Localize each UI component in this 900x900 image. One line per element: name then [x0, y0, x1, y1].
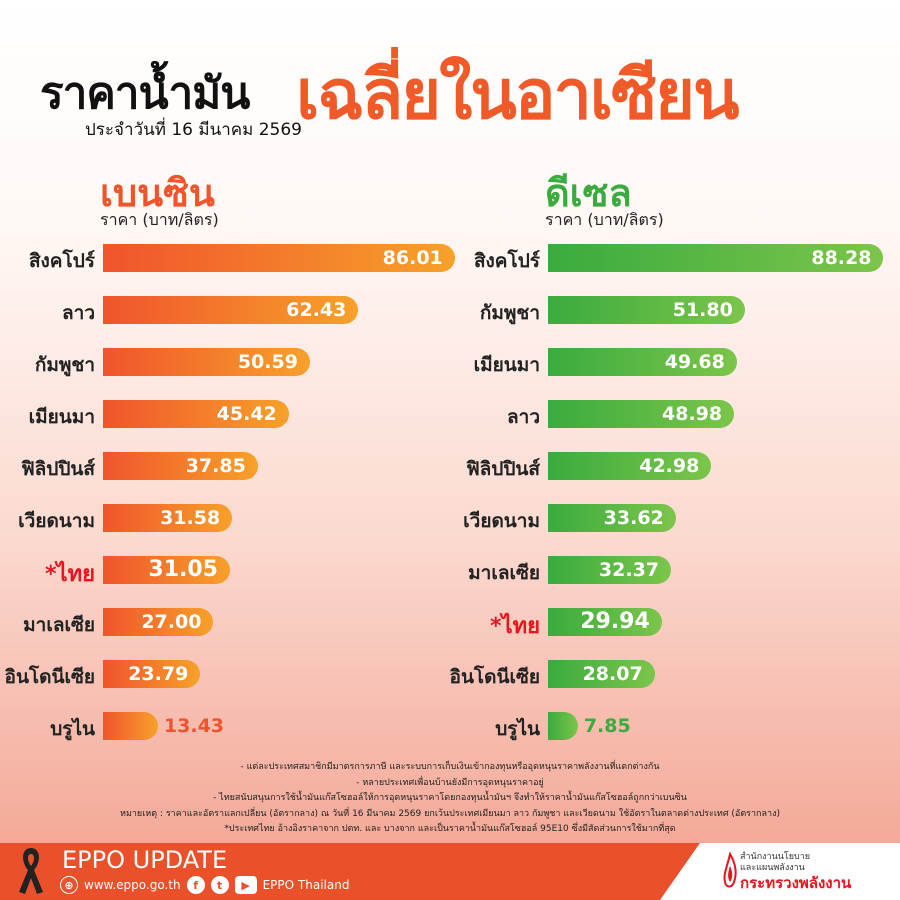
diesel-unit: ราคา (บาท/ลิตร) [545, 210, 664, 229]
category-label: ฟิลิปปินส์ [466, 458, 540, 480]
bar [548, 660, 655, 688]
diesel-title: ดีเซล [545, 171, 632, 215]
value-label: 37.85 [185, 455, 246, 477]
title-part1: ราคาน้ำมัน [40, 68, 250, 119]
category-label: อินโดนีเซีย [449, 666, 540, 688]
value-label: 50.59 [237, 351, 298, 373]
category-label: เวียดนาม [463, 510, 540, 532]
category-label: บรูไน [50, 718, 95, 740]
note: - ไทยสนับสนุนการใช้น้ำมันแก๊สโซฮอล์ให้กา… [213, 793, 687, 803]
bar [103, 660, 201, 688]
bar [548, 296, 745, 324]
flame-logo-icon [723, 852, 737, 888]
category-label: สิงคโปร์ [28, 250, 95, 272]
youtube-icon[interactable]: ▶ [234, 876, 257, 894]
value-label: 33.62 [603, 507, 664, 529]
category-label: ลาว [507, 406, 540, 428]
value-label: 13.43 [163, 715, 225, 737]
bar [103, 712, 158, 740]
black-ribbon-icon [19, 848, 43, 894]
category-label: มาเลเซีย [23, 614, 95, 636]
category-label: เมียนมา [473, 354, 540, 376]
category-label: กัมพูชา [479, 302, 540, 324]
bar [548, 452, 712, 480]
category-label: กัมพูชา [34, 354, 95, 376]
bar [548, 504, 676, 532]
value-label: 49.68 [664, 351, 725, 373]
value-label: 86.01 [382, 247, 443, 269]
value-label: 31.58 [160, 507, 221, 529]
bar [103, 296, 359, 324]
social-handle[interactable]: EPPO Thailand [262, 878, 350, 892]
twitter-icon[interactable]: t [210, 876, 229, 894]
bar [548, 608, 662, 636]
value-label: 62.43 [286, 299, 347, 321]
category-label: *ไทย [490, 614, 540, 639]
ministry-line3: กระทรวงพลังงาน [740, 874, 852, 892]
footnotes: - แต่ละประเทศสมาชิกมีมาตรการภาษี และระบบ… [0, 760, 900, 838]
bar [548, 712, 578, 740]
note: *ประเทศไทย อ้างอิงราคาจาก ปตท. และ บางจา… [224, 824, 676, 834]
category-label: มาเลเซีย [468, 562, 540, 584]
note: หมายเหตุ : ราคาและอัตราแลกเปลี่ยน (อัตรา… [120, 808, 780, 819]
ministry-line2: และแผนพลังงาน [740, 863, 805, 873]
bar [548, 556, 671, 584]
globe-icon: ⊕ [60, 876, 78, 894]
category-label: สิงคโปร์ [473, 250, 540, 272]
value-label: 48.98 [662, 403, 723, 425]
bar [548, 348, 737, 376]
website-link[interactable]: www.eppo.go.th [84, 878, 181, 892]
title-part2: เฉลี่ยในอาเซียน [296, 56, 740, 135]
footer-logo-area [660, 843, 900, 900]
bar [103, 400, 289, 428]
bar [548, 400, 735, 428]
category-label: อินโดนีเซีย [4, 666, 95, 688]
note: - หลายประเทศเพื่อนบ้านยังมีการอุดหนุนราค… [356, 777, 544, 788]
value-label: 45.42 [216, 403, 277, 425]
value-label: 23.79 [128, 663, 189, 685]
bar [548, 244, 884, 272]
bar [103, 244, 455, 272]
category-label: เมียนมา [28, 406, 95, 428]
value-label: 42.98 [639, 455, 700, 477]
bar [103, 452, 258, 480]
ministry-line1: สำนักงานนโยบาย [740, 852, 811, 862]
category-label: เวียดนาม [18, 510, 95, 532]
value-label: 29.94 [580, 609, 650, 634]
category-label: *ไทย [45, 562, 95, 587]
category-label: บรูไน [495, 718, 540, 740]
value-label: 27.00 [141, 611, 202, 633]
bar [103, 556, 230, 584]
benzine-title: เบนซิน [100, 171, 215, 215]
ministry-logo-text: สำนักงานนโยบาย และแผนพลังงาน กระทรวงพลัง… [740, 852, 851, 892]
category-label: ฟิลิปปินส์ [21, 458, 95, 480]
value-label: 28.07 [582, 663, 643, 685]
note: - แต่ละประเทศสมาชิกมีมาตรการภาษี และระบบ… [240, 762, 660, 772]
footer-links: ⊕ www.eppo.go.th f t ▶ EPPO Thailand [60, 876, 349, 894]
value-label: 32.37 [598, 559, 660, 581]
value-label: 31.05 [148, 557, 218, 582]
facebook-icon[interactable]: f [186, 876, 205, 894]
bar [103, 348, 310, 376]
bar [103, 504, 233, 532]
eppo-update-brand: EPPO UPDATE [62, 846, 228, 874]
benzine-unit: ราคา (บาท/ลิตร) [100, 210, 219, 229]
bar [103, 608, 214, 636]
value-label: 7.85 [583, 715, 631, 737]
value-label: 88.28 [811, 247, 872, 269]
subtitle-date: ประจำวันที่ 16 มีนาคม 2569 [85, 120, 302, 140]
category-label: ลาว [62, 302, 95, 324]
value-label: 51.80 [672, 299, 733, 321]
